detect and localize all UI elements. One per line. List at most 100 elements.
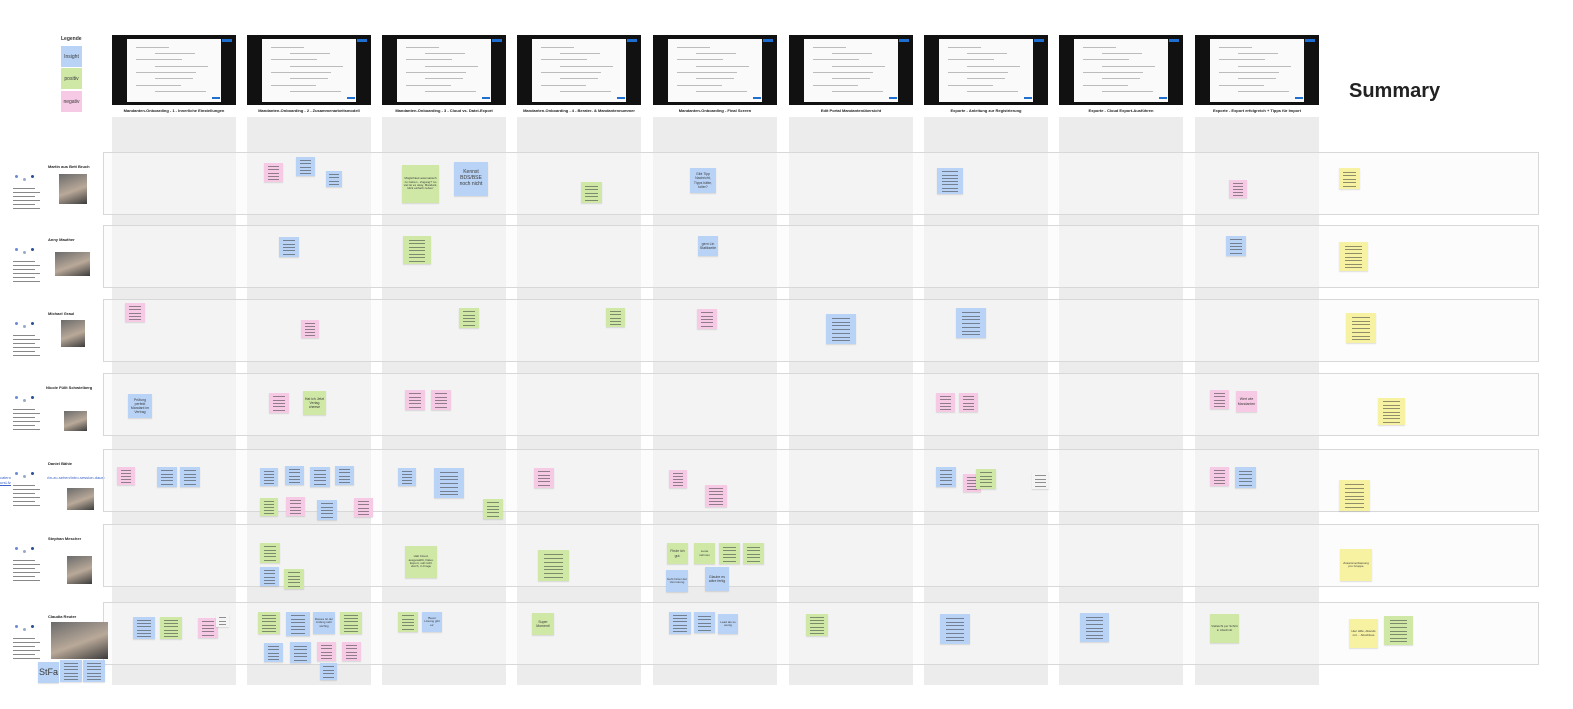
participant-persona-thumbnail[interactable] [11,544,47,584]
sticky-note[interactable] [1032,472,1049,489]
sticky-note[interactable] [290,642,311,663]
sticky-note[interactable] [1339,168,1360,189]
sticky-note-r3c8[interactable]: Wert wie Mandanten [1236,391,1257,412]
sticky-note[interactable] [705,485,727,507]
participant-persona-thumbnail[interactable] [11,245,47,285]
sticky-note[interactable] [198,618,218,638]
sticky-note[interactable] [976,469,996,489]
column-screenshot[interactable] [653,35,777,105]
sticky-note[interactable] [405,390,425,410]
sticky-note[interactable] [317,642,336,661]
sticky-note[interactable] [1226,236,1246,256]
sticky-note-r5sum[interactable]: Zusammenfassung pro Gruppe [1340,549,1372,581]
sticky-note-r6sum[interactable]: Hier Hilfe, Abends mit ... Abschluss [1349,619,1378,648]
sticky-note[interactable] [1378,398,1405,425]
sticky-note[interactable] [60,660,82,682]
column-screenshot[interactable] [382,35,506,105]
sticky-note[interactable] [285,466,304,485]
sticky-note[interactable] [317,500,337,520]
sticky-note[interactable] [403,236,431,264]
sticky-note[interactable] [697,309,717,329]
sticky-note[interactable] [743,543,764,564]
sticky-note[interactable] [937,168,963,194]
sticky-note[interactable] [125,303,145,322]
participant-persona-thumbnail[interactable] [11,469,47,509]
sticky-note[interactable] [258,612,280,634]
sticky-note[interactable] [286,497,305,516]
sticky-note[interactable] [1080,613,1109,642]
column-screenshot[interactable] [1195,35,1319,105]
sticky-note[interactable] [1210,467,1229,486]
sticky-note-r6extra[interactable]: Dieses ist der Anfang sehr wichtig [313,612,335,634]
sticky-note-r1c4[interactable]: gern Lin Statikseite [698,236,718,256]
sticky-note[interactable] [1339,242,1368,271]
sticky-note[interactable] [260,543,280,563]
sticky-note[interactable] [160,617,182,639]
sticky-note[interactable] [260,567,279,586]
sticky-note[interactable] [936,393,955,412]
sticky-note-r3c0[interactable]: Prüfung perfekt Mandant im Vertrag [128,394,152,418]
column-screenshot[interactable] [924,35,1048,105]
sticky-note[interactable] [269,393,289,413]
column-screenshot[interactable] [789,35,913,105]
sticky-note[interactable] [669,612,691,634]
sticky-note-r3c1[interactable]: Hat ich Jetzt Verlag cheese [303,391,326,415]
legend-insight-sticky[interactable]: Insight [61,46,82,67]
column-screenshot[interactable] [112,35,236,105]
sticky-note[interactable] [534,468,554,488]
participant-persona-thumbnail[interactable] [11,393,47,433]
sticky-note[interactable] [581,182,602,203]
sticky-note[interactable] [1210,390,1229,409]
sticky-note[interactable] [606,308,625,327]
sticky-note[interactable] [936,467,956,487]
sticky-note[interactable] [940,614,970,644]
sticky-note[interactable] [284,569,304,589]
sticky-note[interactable] [310,467,330,487]
sticky-note[interactable] [1339,480,1370,511]
sticky-note[interactable] [335,466,354,485]
sticky-note-r6c3[interactable]: Super Moment! [532,613,554,635]
participant-persona-thumbnail[interactable] [11,172,47,212]
sticky-note[interactable] [538,550,569,581]
participant-link[interactable]: calendly.com/kirsch.ng/schön-zu-sehen/in… [0,475,106,480]
sticky-note[interactable] [83,660,105,682]
participant-persona-thumbnail[interactable] [11,319,47,359]
legend-negative-sticky[interactable]: negativ [61,91,82,112]
participant-persona-thumbnail[interactable] [11,622,47,662]
sticky-note[interactable] [320,663,337,680]
sticky-note[interactable] [669,470,687,488]
sticky-note[interactable] [279,237,299,257]
sticky-note[interactable] [959,393,978,412]
sticky-note[interactable] [1346,313,1376,343]
sticky-note[interactable] [826,314,856,344]
sticky-note[interactable] [354,498,373,517]
legend-positive-sticky[interactable]: positiv [61,68,82,89]
sticky-note[interactable] [694,612,715,633]
sticky-note[interactable] [719,543,740,564]
sticky-note[interactable] [956,308,986,338]
sticky-note-r0c2b[interactable]: Kennst BDS/BSE noch nicht [454,162,488,196]
sticky-note-r5c2[interactable]: Halt Cloud, ausgewählt, Datei-Export, so… [405,546,437,578]
column-screenshot[interactable] [517,35,641,105]
sticky-note[interactable] [216,614,229,627]
column-screenshot[interactable] [1059,35,1183,105]
sticky-note[interactable] [286,612,310,636]
sticky-note[interactable] [301,320,319,338]
sticky-note[interactable] [1235,467,1256,488]
sticky-note[interactable] [459,308,479,328]
sticky-note[interactable] [398,468,416,486]
sticky-note-r6c4[interactable]: Lead als so wenig [718,614,738,634]
sticky-note[interactable] [133,617,155,639]
sticky-note-r5c4c[interactable]: Geht hinter der Vermutung [666,570,688,592]
sticky-note[interactable] [180,467,200,487]
sticky-note[interactable] [326,171,342,187]
sticky-note[interactable] [117,467,135,485]
sticky-note[interactable] [398,612,418,632]
sticky-note[interactable] [342,642,361,661]
sticky-note-r5c4d[interactable]: Glaube es wäre fertig [705,567,729,591]
sticky-note[interactable] [264,163,283,182]
column-screenshot[interactable] [247,35,371,105]
sticky-note-r0c4[interactable]: Gibt Tipp Nachricht, Tipps hätte, toller… [690,168,716,193]
sticky-note[interactable] [157,467,177,487]
